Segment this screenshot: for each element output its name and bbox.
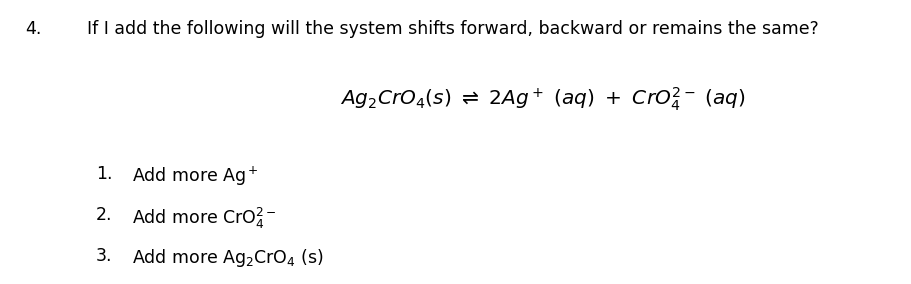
Text: Add more CrO$_4^{2-}$: Add more CrO$_4^{2-}$ xyxy=(132,206,276,231)
Text: 3.: 3. xyxy=(96,247,112,265)
Text: Add more Ag$_2$CrO$_4$ (s): Add more Ag$_2$CrO$_4$ (s) xyxy=(132,247,323,269)
Text: Add more Ag$^+$: Add more Ag$^+$ xyxy=(132,165,259,188)
Text: $\it{Ag_2CrO_4(s)}\ \rightleftharpoons\ \it{2Ag^+\ (aq)\ +\ CrO_4^{2-}\ (aq)}$: $\it{Ag_2CrO_4(s)}\ \rightleftharpoons\ … xyxy=(339,85,745,112)
Text: 2.: 2. xyxy=(96,206,112,224)
Text: 1.: 1. xyxy=(96,165,112,183)
Text: 4.: 4. xyxy=(26,20,42,38)
Text: If I add the following will the system shifts forward, backward or remains the s: If I add the following will the system s… xyxy=(87,20,817,38)
